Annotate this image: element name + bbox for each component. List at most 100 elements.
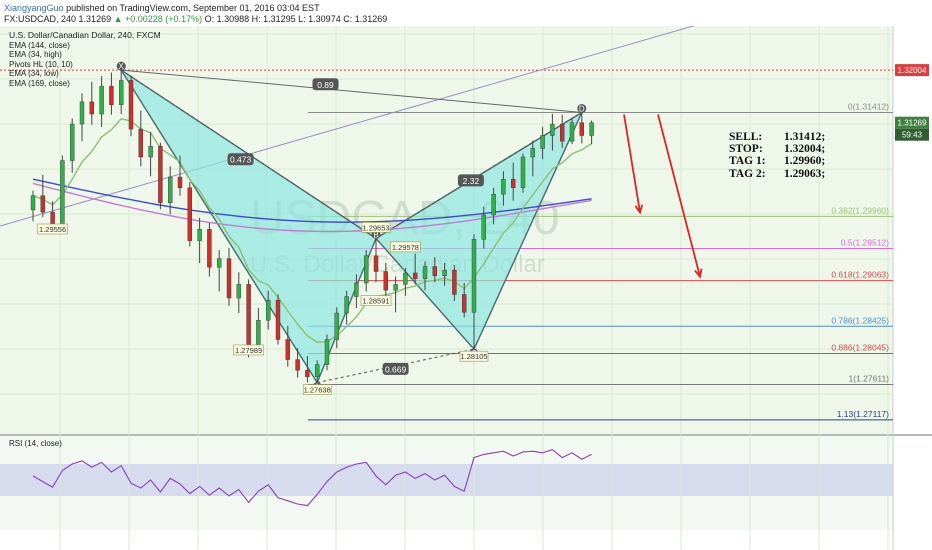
last-price-tag: 1.31269 bbox=[898, 119, 927, 128]
pattern-point-marker bbox=[116, 61, 126, 71]
candle-body bbox=[207, 229, 212, 268]
candle-body bbox=[158, 146, 163, 203]
ratio-label: 0.473 bbox=[230, 155, 252, 165]
candle-body bbox=[540, 135, 545, 149]
candle-body bbox=[442, 269, 447, 277]
pivot-price-box bbox=[390, 241, 421, 253]
pattern-point-label: B bbox=[373, 230, 378, 239]
pivot-price-label: 1.27638 bbox=[304, 386, 331, 395]
candle-body bbox=[560, 123, 565, 142]
candle-body bbox=[422, 266, 428, 279]
indicator-title: U.S. Dollar/Canadian Dollar, 240, FXCM bbox=[9, 30, 161, 40]
trade-row-sell: SELL: 1.31412; bbox=[729, 131, 826, 143]
candle-body bbox=[403, 272, 408, 285]
candle-body bbox=[383, 271, 388, 291]
candle-body bbox=[354, 282, 359, 297]
candle-body bbox=[226, 258, 232, 299]
pivot-price-box bbox=[361, 222, 391, 233]
candle-body bbox=[30, 195, 36, 211]
stop-price-tag: 1.32004 bbox=[898, 66, 927, 75]
candle-body bbox=[481, 214, 486, 240]
indicator-item[interactable]: EMA (169, close) bbox=[9, 78, 70, 88]
candle-body bbox=[462, 294, 467, 313]
candle-body bbox=[344, 296, 349, 314]
indicator-item[interactable]: Pivots HL (10, 10) bbox=[9, 59, 73, 69]
pivot-price-label: 1.29653 bbox=[362, 223, 389, 232]
candle-body bbox=[452, 269, 457, 295]
pivot-price-box bbox=[233, 344, 264, 356]
candle-body bbox=[285, 339, 290, 360]
candle-body bbox=[413, 272, 418, 279]
projection-arrow bbox=[657, 114, 701, 277]
pivot-price-box bbox=[302, 384, 332, 395]
pattern-point-marker bbox=[577, 103, 587, 113]
trend-line bbox=[0, 26, 695, 227]
publish-line: XiangyangGuo published on TradingView.co… bbox=[4, 3, 320, 13]
candle-body bbox=[118, 80, 124, 105]
candle-body bbox=[550, 123, 555, 136]
candle-body bbox=[305, 370, 310, 377]
trade-row-tag2: TAG 2: 1.29063; bbox=[729, 167, 826, 180]
candle-body bbox=[491, 194, 496, 216]
author-link[interactable]: XiangyangGuo bbox=[4, 3, 64, 13]
candle-body bbox=[501, 178, 506, 195]
candle-body bbox=[246, 284, 251, 348]
pivot-price-label: 1.29578 bbox=[392, 243, 419, 252]
countdown-tag-box bbox=[895, 128, 929, 141]
pivot-price-box bbox=[360, 295, 392, 306]
last-price: 1.31269 bbox=[78, 14, 112, 24]
candle-body bbox=[148, 146, 153, 158]
ratio-label: 0.89 bbox=[317, 80, 334, 90]
candle-body bbox=[256, 319, 261, 348]
rsi-band bbox=[0, 464, 893, 496]
symbol-line: FX:USDCAD, 240 1.31269 ▲ +0.00228 (+0.17… bbox=[4, 14, 387, 24]
ratio-label-box bbox=[312, 78, 339, 91]
pattern-point-label: X bbox=[119, 62, 125, 71]
candle-body bbox=[138, 128, 144, 158]
indicator-legend: U.S. Dollar/Canadian Dollar, 240, FXCM E… bbox=[9, 30, 161, 89]
ratio-label: 2.32 bbox=[463, 176, 480, 186]
candle-body bbox=[109, 85, 114, 105]
candle-body bbox=[364, 255, 369, 284]
trade-row-stop: STOP: 1.32004; bbox=[729, 143, 826, 156]
ema-144-line bbox=[32, 178, 592, 223]
candle-body bbox=[266, 299, 271, 321]
projection-arrow bbox=[623, 114, 641, 213]
ratio-label-box bbox=[382, 362, 409, 375]
pivot-price-box bbox=[459, 350, 489, 362]
candle-body bbox=[393, 284, 398, 291]
pivot-price-box bbox=[37, 223, 68, 235]
candle-body bbox=[471, 239, 477, 313]
candle-body bbox=[589, 122, 594, 136]
rsi-label[interactable]: RSI (14, close) bbox=[9, 439, 62, 448]
candle-body bbox=[50, 211, 55, 225]
candle-body bbox=[236, 284, 242, 299]
candle-body bbox=[79, 101, 85, 125]
header-bar: XiangyangGuo published on TradingView.co… bbox=[0, 0, 932, 26]
projection-arrow-head bbox=[694, 268, 703, 279]
candle-body bbox=[295, 359, 300, 371]
fib-level-label: 0.618(1.29063) bbox=[831, 270, 889, 280]
candle-body bbox=[167, 176, 173, 204]
candle-body bbox=[177, 176, 183, 188]
candle-body bbox=[99, 85, 104, 115]
candle-body bbox=[520, 156, 526, 188]
candle-body bbox=[60, 160, 65, 225]
ohlc-values: O: 1.30988 H: 1.31295 L: 1.30974 C: 1.31… bbox=[204, 14, 388, 24]
candle-body bbox=[511, 178, 516, 188]
price-change: ▲ +0.00228 (+0.17%) bbox=[113, 14, 203, 24]
candle-body bbox=[315, 364, 320, 377]
pivot-price-label: 1.29556 bbox=[39, 225, 66, 234]
indicator-item[interactable]: EMA (34, high) bbox=[9, 50, 62, 60]
ema-169-line bbox=[32, 182, 592, 233]
projection-arrow-head bbox=[634, 204, 644, 215]
countdown-tag: 59:43 bbox=[902, 131, 923, 140]
candle-body bbox=[530, 148, 535, 158]
fib-level-label: 0.786(1.28425) bbox=[831, 315, 889, 325]
pattern-point-label: D bbox=[579, 104, 585, 113]
fib-level-label: 1(1.27611) bbox=[849, 374, 890, 384]
candle-body bbox=[275, 299, 281, 340]
indicator-item[interactable]: EMA (34, low) bbox=[9, 69, 59, 79]
indicator-item[interactable]: EMA (144, close) bbox=[9, 40, 70, 50]
